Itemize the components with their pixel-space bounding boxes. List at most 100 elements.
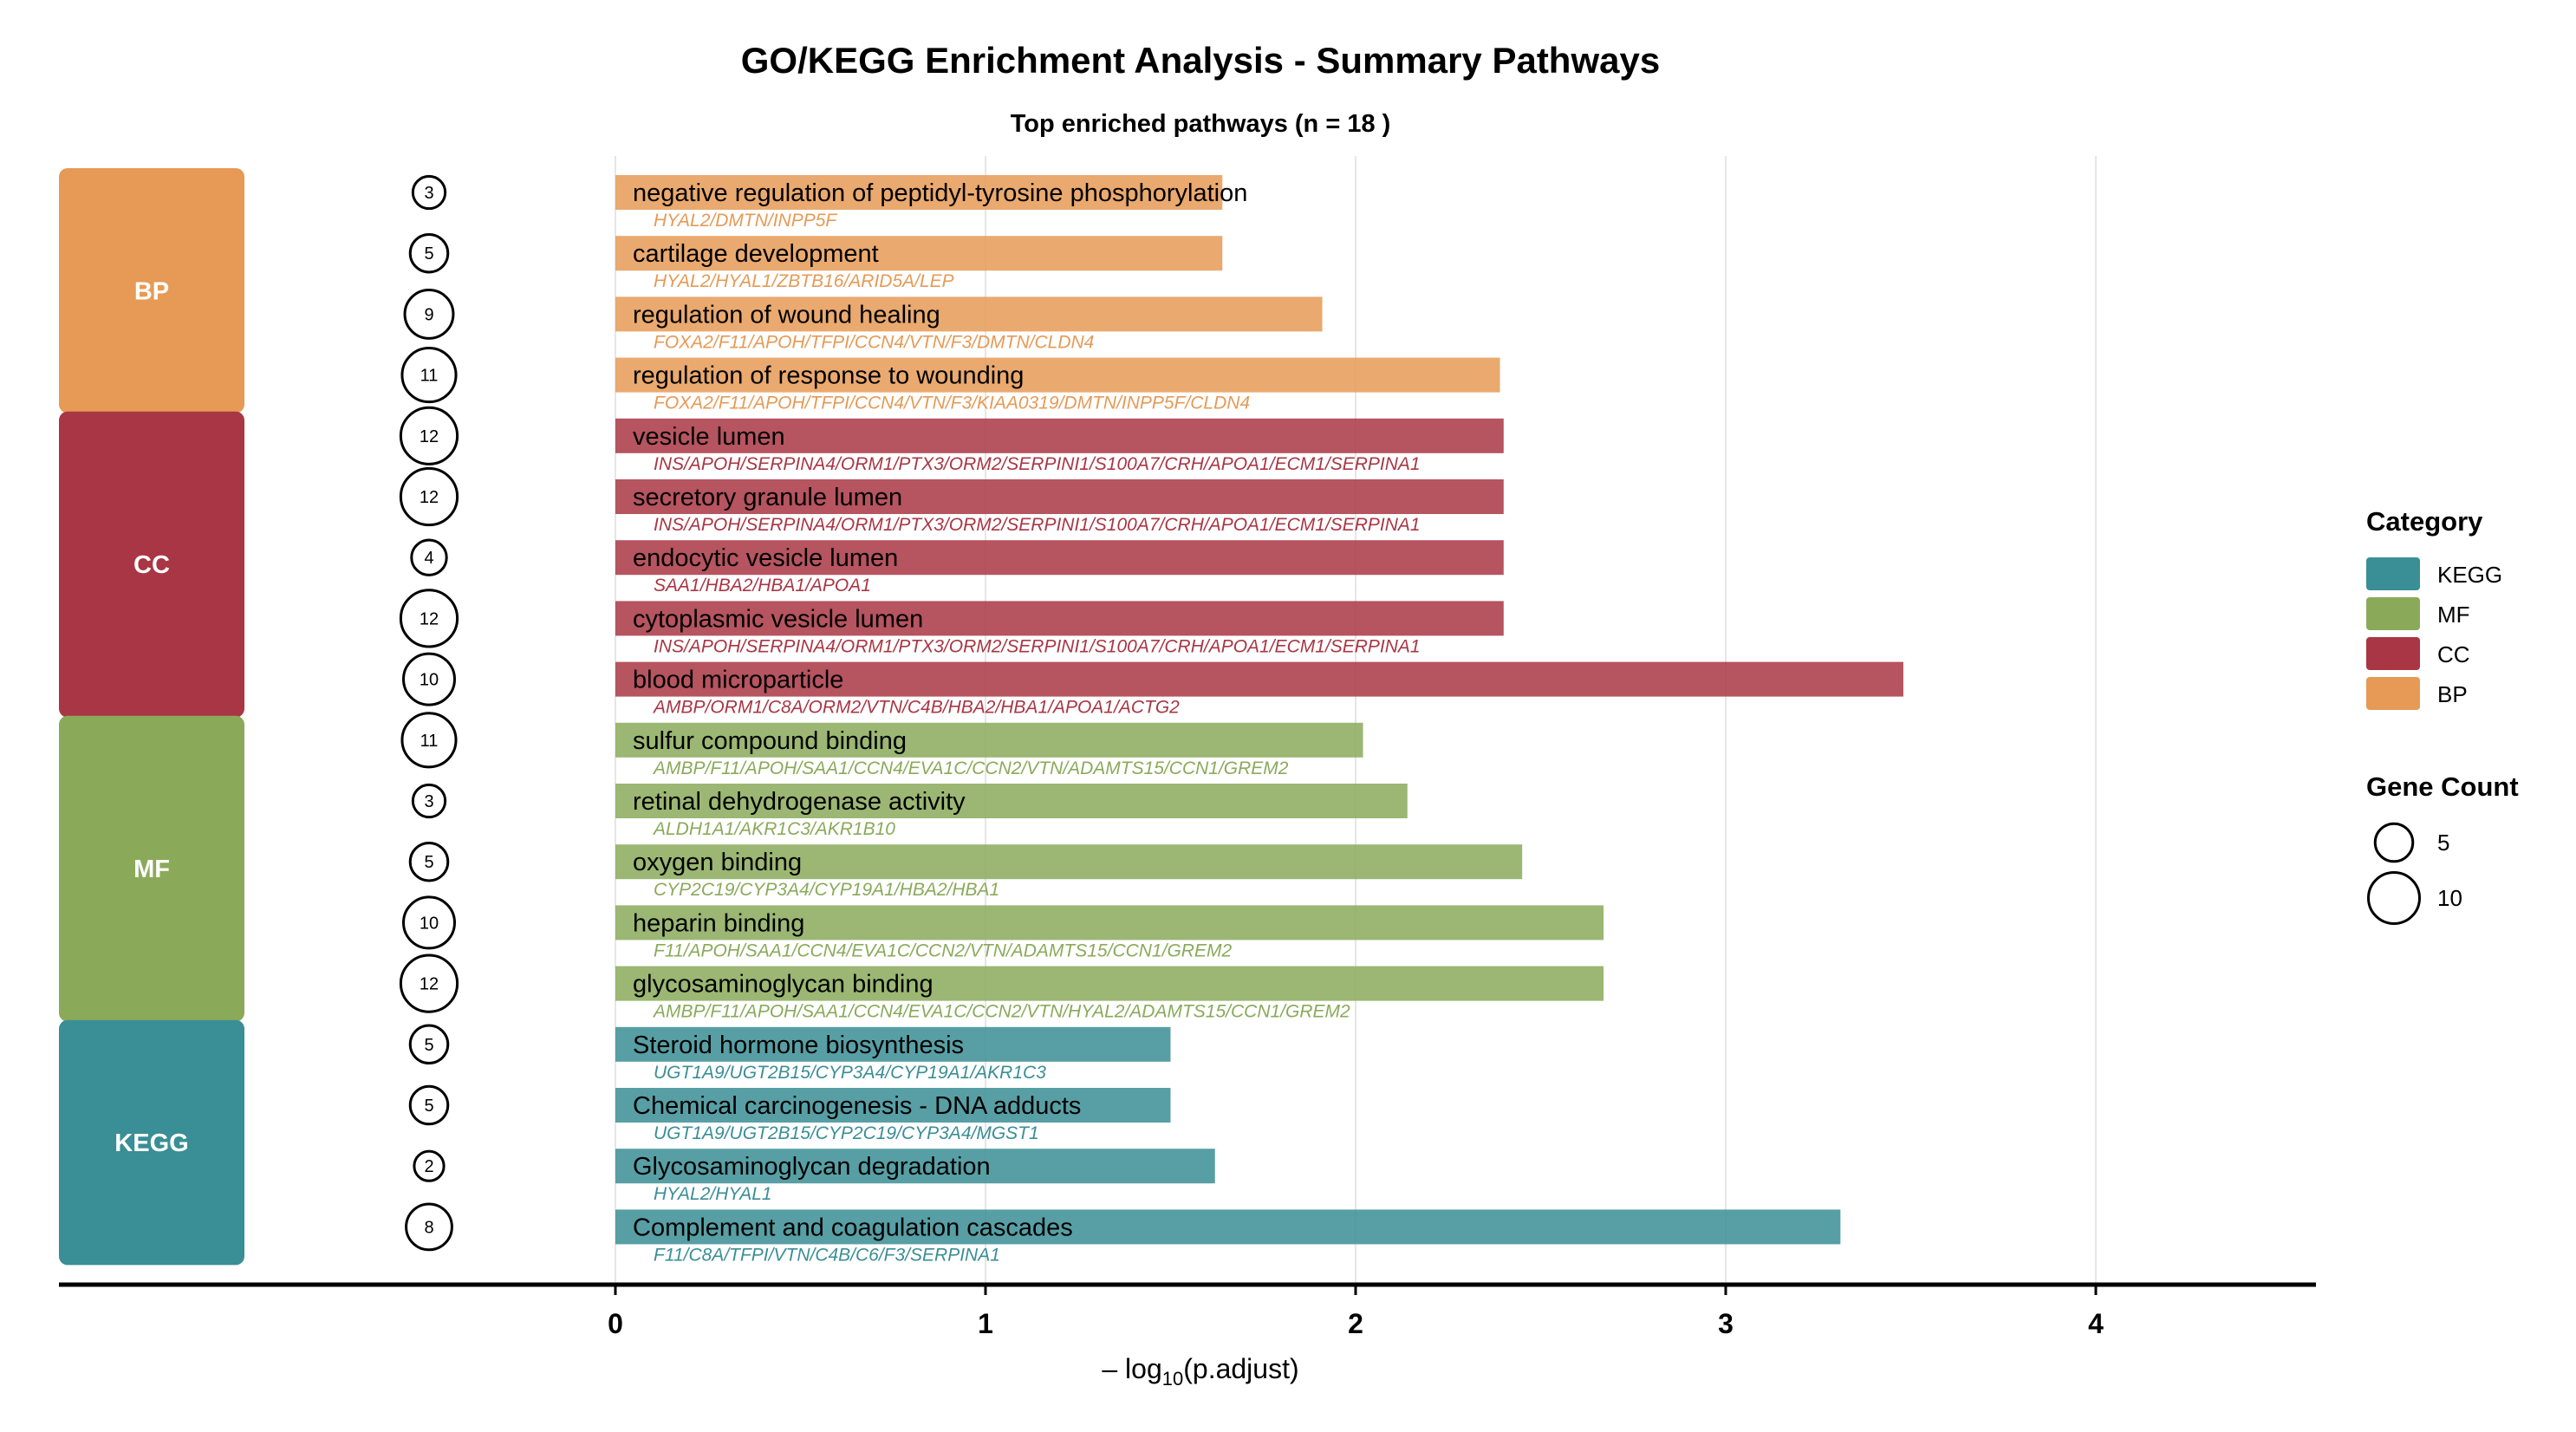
gene-count-circle — [400, 712, 458, 769]
gene-list: INS/APOH/SERPINA4/ORM1/PTX3/ORM2/SERPINI… — [654, 454, 1421, 474]
bar-regulation-of-wound-healing — [615, 296, 1323, 332]
gene-list: F11/APOH/SAA1/CCN4/EVA1C/CCN2/VTN/ADAMTS… — [654, 941, 1232, 960]
gene-count-circle — [411, 174, 447, 211]
category-block-bp — [59, 168, 244, 413]
gene-count-label: 10 — [420, 914, 439, 933]
gene-list: HYAL2/DMTN/INPP5F — [654, 211, 837, 231]
category-block-label: KEGG — [114, 1129, 188, 1157]
x-axis-label-prefix: – log — [1102, 1353, 1161, 1384]
bar-label: Chemical carcinogenesis - DNA adducts — [633, 1092, 1081, 1120]
gene-count-circle — [399, 589, 459, 648]
bar-regulation-of-response-to-wounding — [615, 357, 1500, 393]
gene-count-label: 12 — [420, 488, 439, 507]
gene-list: INS/APOH/SERPINA4/ORM1/PTX3/ORM2/SERPINI… — [654, 636, 1421, 656]
x-tick-label: 1 — [978, 1308, 993, 1339]
chart-title: GO/KEGG Enrichment Analysis - Summary Pa… — [741, 40, 1660, 81]
gene-count-circle — [408, 1024, 450, 1065]
bar-vesicle-lumen — [615, 418, 1504, 453]
gene-list: AMBP/F11/APOH/SAA1/CCN4/EVA1C/CCN2/VTN/A… — [652, 758, 1289, 778]
bar-label: heparin binding — [633, 909, 804, 937]
bar-retinal-dehydrogenase-activity — [615, 784, 1408, 818]
gene-count-circle — [399, 406, 459, 465]
gene-count-circle — [399, 954, 459, 1013]
bar-label: regulation of wound healing — [633, 301, 940, 329]
category-block-label: MF — [133, 856, 170, 883]
legend-swatch-cc — [2366, 637, 2420, 670]
gene-count-circle — [408, 1084, 450, 1126]
bar-secretory-granule-lumen — [615, 479, 1504, 514]
gene-count-label: 10 — [420, 671, 439, 690]
bar-negative-regulation-of-peptidyl-tyrosine-phosphorylation — [615, 175, 1223, 210]
legend-count-items: 5 10 — [2367, 822, 2462, 925]
bar-steroid-hormone-biosynthesis — [615, 1026, 1171, 1062]
legend-category-items: KEGG MF CC BP — [2366, 557, 2502, 710]
bar-label: sulfur compound binding — [633, 727, 907, 755]
bar-sulfur-compound-binding — [615, 722, 1363, 758]
gene-count-label: 5 — [424, 1036, 433, 1055]
gene-count-label: 2 — [424, 1157, 433, 1176]
gene-count-label: 12 — [420, 975, 439, 994]
gene-count-circle — [408, 232, 450, 274]
gene-list: HYAL2/HYAL1 — [654, 1184, 772, 1204]
gene-count-label: 8 — [424, 1218, 433, 1237]
x-tick-label: 2 — [1348, 1308, 1363, 1339]
gene-list: INS/APOH/SERPINA4/ORM1/PTX3/ORM2/SERPINI… — [654, 515, 1421, 535]
bar-label: secretory granule lumen — [633, 484, 902, 511]
legend-size-label: 5 — [2437, 830, 2449, 856]
gene-list: ALDH1A1/AKR1C3/AKR1B10 — [652, 819, 895, 839]
category-block-cc — [59, 411, 244, 718]
category-block-label: BP — [134, 277, 169, 305]
gene-count-label: 11 — [420, 367, 439, 386]
legend-label: MF — [2437, 602, 2470, 628]
gene-count-label: 5 — [424, 1097, 433, 1116]
gene-count-circle — [405, 1202, 453, 1252]
gene-count-circle — [410, 538, 448, 576]
bar-heparin-binding — [615, 905, 1604, 941]
legend-category-title: Category — [2366, 506, 2483, 537]
gene-count-circle — [400, 347, 458, 404]
category-block-kegg — [59, 1019, 244, 1266]
category-blocks: BP CC MF KEGG — [59, 168, 244, 1266]
gene-list: SAA1/HBA2/HBA1/APOA1 — [654, 576, 871, 596]
gene-list: FOXA2/F11/APOH/TFPI/CCN4/VTN/F3/DMTN/CLD… — [654, 332, 1094, 352]
gene-list: FOXA2/F11/APOH/TFPI/CCN4/VTN/F3/KIAA0319… — [654, 394, 1250, 413]
bar-label: endocytic vesicle lumen — [633, 544, 898, 572]
gene-list: HYAL2/HYAL1/ZBTB16/ARID5A/LEP — [654, 271, 954, 291]
gene-list: AMBP/F11/APOH/SAA1/CCN4/EVA1C/CCN2/VTN/H… — [652, 1002, 1350, 1022]
legend-label: KEGG — [2437, 562, 2502, 588]
bar-label: cartilage development — [633, 240, 879, 268]
bar-chemical-carcinogenesis-dna-adducts — [615, 1088, 1171, 1123]
bar-label: oxygen binding — [633, 849, 802, 876]
legend-label: CC — [2437, 641, 2470, 667]
x-axis-label-suffix: (p.adjust) — [1183, 1353, 1298, 1384]
bar-glycosaminoglycan-degradation — [615, 1149, 1215, 1184]
x-tick-label: 4 — [2088, 1308, 2104, 1339]
chart-subtitle: Top enriched pathways (n = 18 ) — [1011, 110, 1391, 138]
gene-count-circle — [411, 783, 447, 819]
gene-count-label: 5 — [424, 853, 433, 872]
bar-label: Steroid hormone biosynthesis — [633, 1032, 964, 1059]
bar-endocytic-vesicle-lumen — [615, 540, 1504, 576]
category-block-mf — [59, 715, 244, 1022]
bar-label: Glycosaminoglycan degradation — [633, 1153, 991, 1181]
gene-list: AMBP/ORM1/C8A/ORM2/VTN/C4B/HBA2/HBA1/APO… — [652, 698, 1180, 718]
gene-count-label: 12 — [420, 427, 439, 446]
legend-size-label: 10 — [2437, 885, 2462, 911]
legend-size-circle — [2373, 822, 2415, 863]
gene-count-circle — [402, 895, 456, 950]
bar-oxygen-binding — [615, 844, 1523, 880]
x-axis-label: – log10(p.adjust) — [1102, 1353, 1298, 1390]
bar-label: blood microparticle — [633, 667, 843, 694]
gene-count-label: 12 — [420, 609, 439, 628]
bar-cytoplasmic-vesicle-lumen — [615, 601, 1504, 636]
gene-count-circle — [403, 288, 455, 340]
gene-count-circle — [413, 1149, 446, 1182]
gene-list: F11/C8A/TFPI/VTN/C4B/C6/F3/SERPINA1 — [654, 1245, 1000, 1265]
x-axis: 0 1 2 3 4 — [59, 1282, 2316, 1339]
x-tick-label: 0 — [608, 1308, 623, 1339]
legend-label: BP — [2437, 681, 2468, 707]
bar-label: glycosaminoglycan binding — [633, 971, 933, 999]
gene-list: UGT1A9/UGT2B15/CYP3A4/CYP19A1/AKR1C3 — [654, 1063, 1046, 1083]
x-axis-label-subscript: 10 — [1162, 1368, 1183, 1390]
